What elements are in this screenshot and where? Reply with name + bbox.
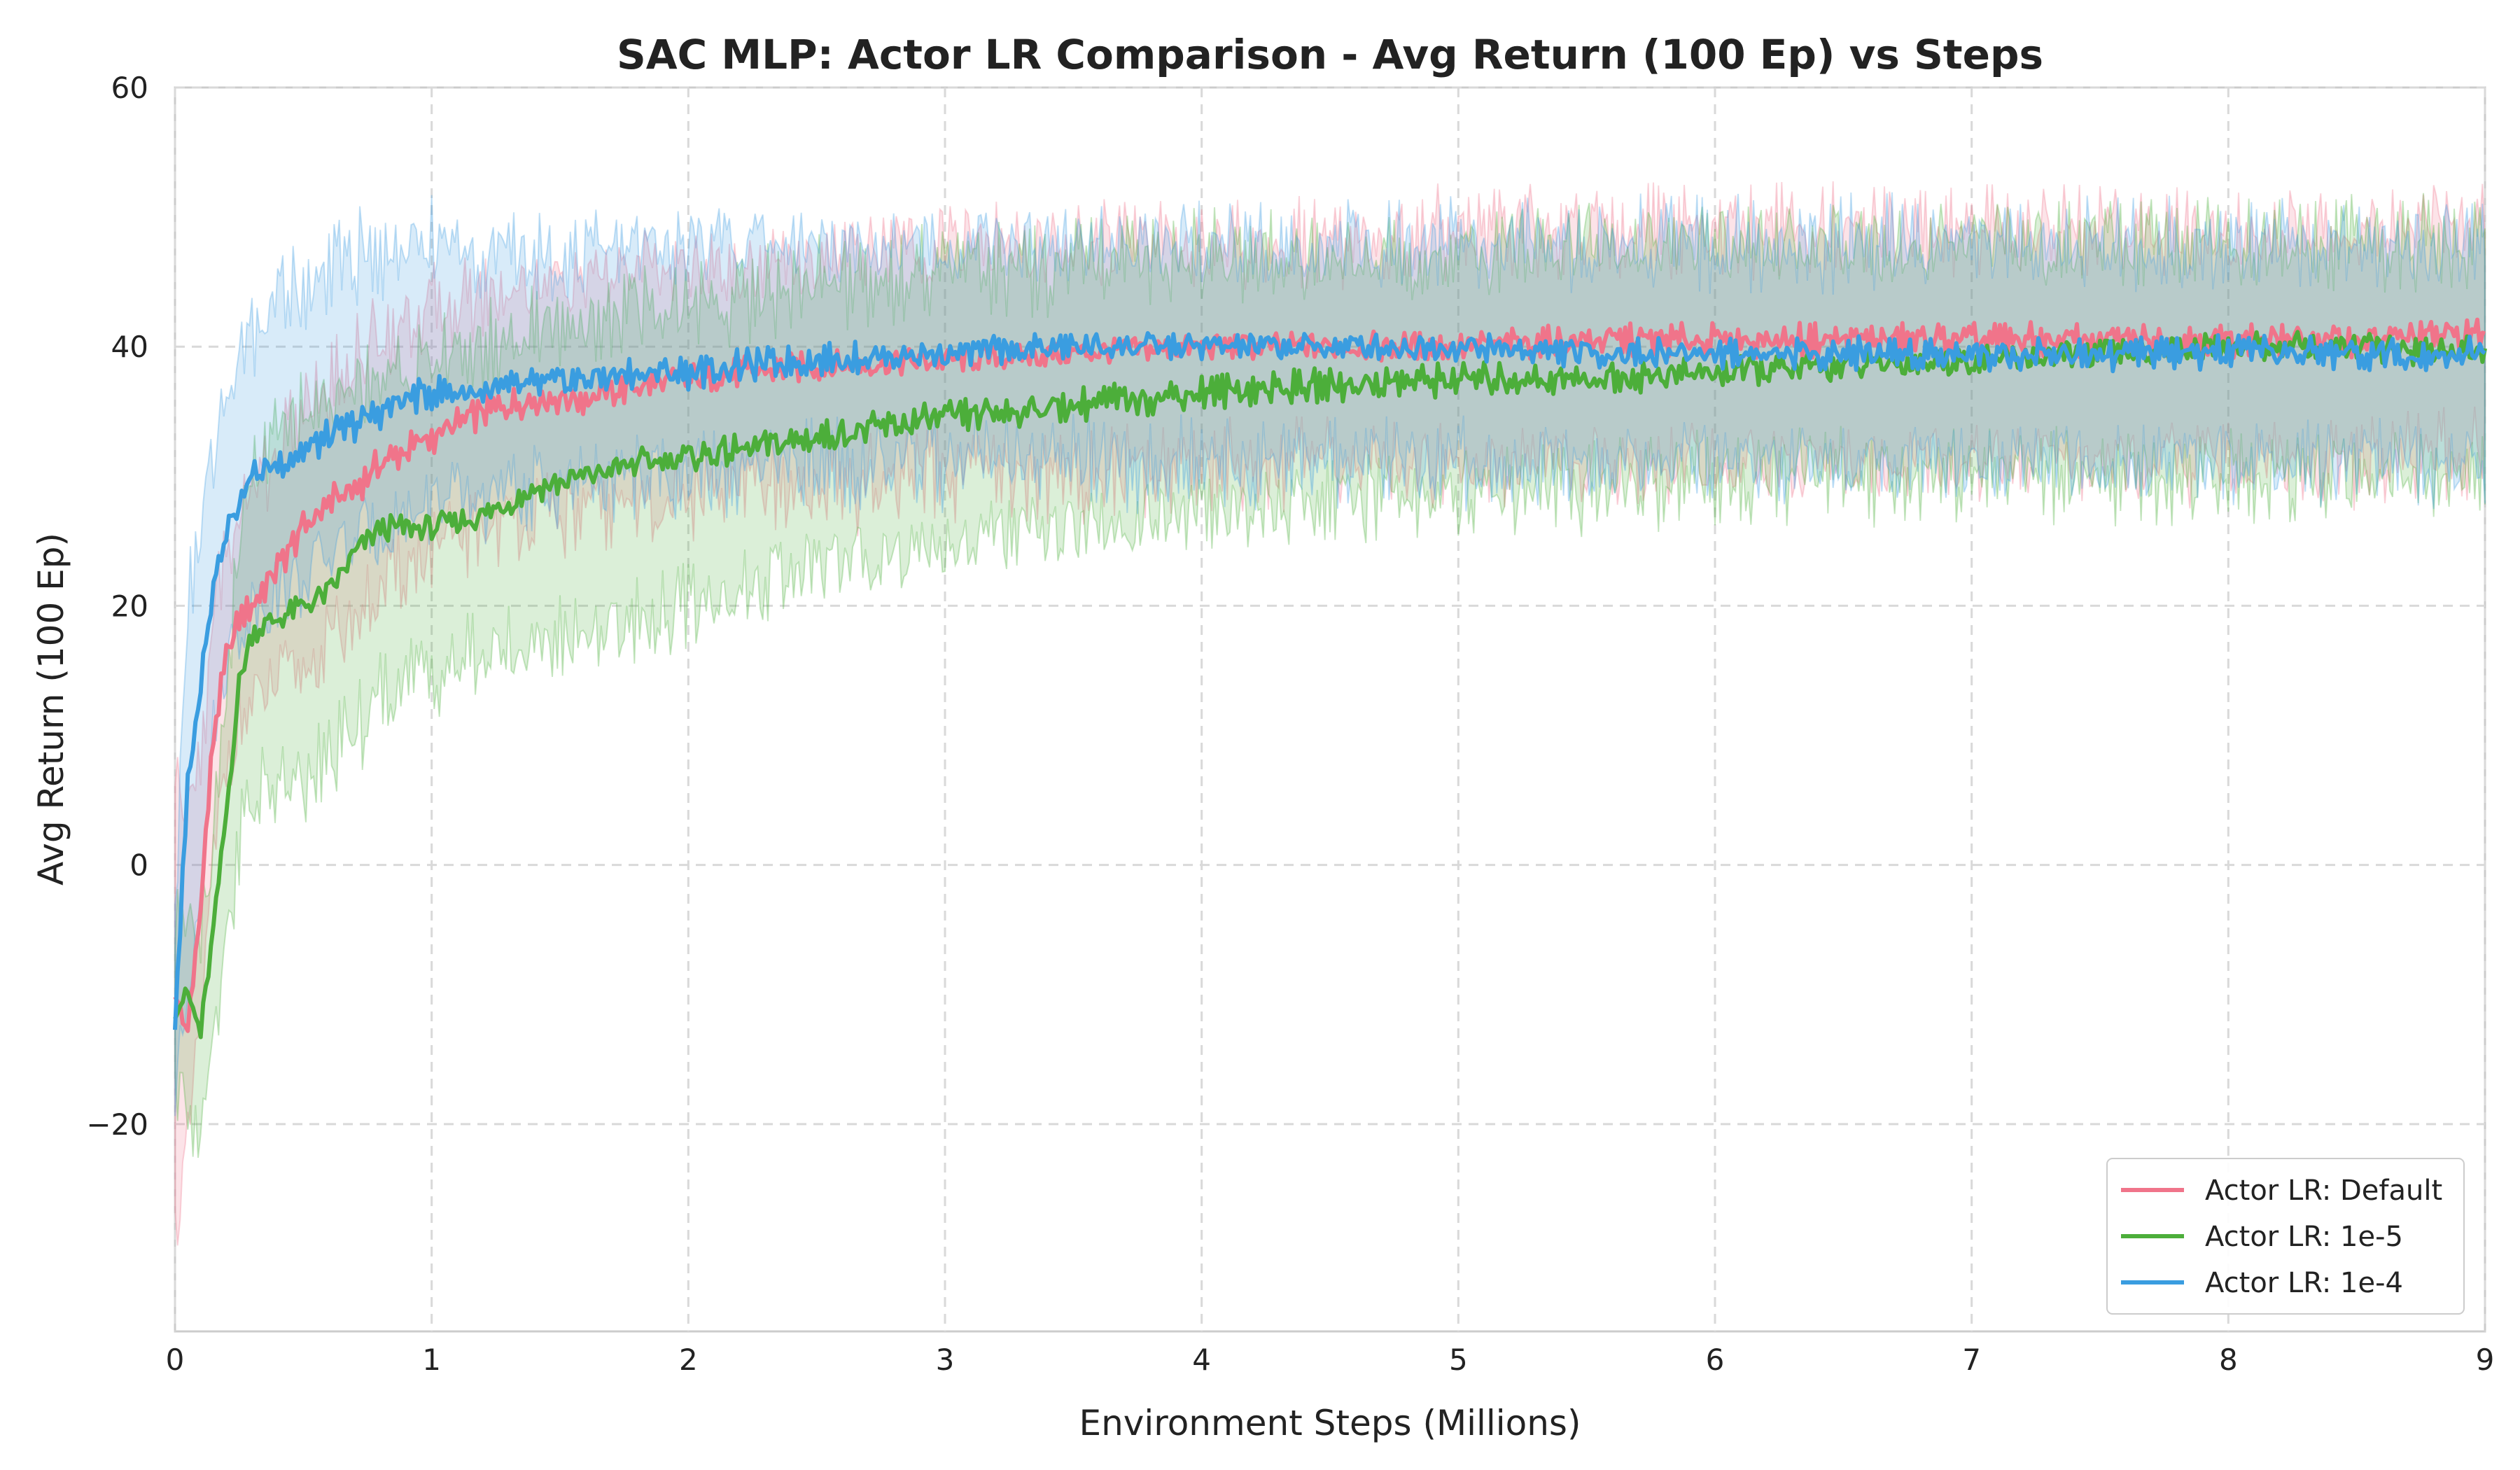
confidence-band-2 — [174, 192, 2486, 1116]
y-axis-label: Avg Return (100 Ep) — [31, 533, 71, 886]
legend-label-default: Actor LR: Default — [2205, 1175, 2442, 1207]
confidence-band-1 — [174, 192, 2486, 1158]
grid-layer — [174, 86, 2486, 1331]
x-tick-label: 4 — [1192, 1343, 1211, 1377]
x-tick-label: 5 — [1449, 1343, 1468, 1377]
series-line-1 — [173, 330, 2487, 1040]
y-tick-label: 60 — [111, 71, 148, 105]
y-tick-label: 40 — [111, 330, 148, 364]
series-line-0 — [173, 317, 2486, 1033]
x-tick-label: 0 — [166, 1343, 185, 1377]
y-tick-label: −20 — [86, 1107, 148, 1142]
x-tick-label: 7 — [1962, 1343, 1981, 1377]
legend-label-1e-5: Actor LR: 1e-5 — [2205, 1221, 2403, 1253]
x-tick-label: 8 — [2219, 1343, 2238, 1377]
series-lines — [173, 317, 2487, 1040]
legend-box — [2106, 1158, 2465, 1315]
x-tick-label: 6 — [1706, 1343, 1725, 1377]
tick-labels: 0 1 2 3 4 5 6 7 8 9 −20 0 20 40 60 — [86, 71, 2494, 1377]
x-tick-label: 9 — [2476, 1343, 2495, 1377]
y-tick-label: 0 — [130, 848, 148, 883]
chart-title: SAC MLP: Actor LR Comparison - Avg Retur… — [617, 31, 2043, 78]
x-axis-label: Environment Steps (Millions) — [1079, 1403, 1581, 1443]
legend: Actor LR: Default Actor LR: 1e-5 Actor L… — [2106, 1158, 2465, 1315]
legend-label-1e-4: Actor LR: 1e-4 — [2205, 1267, 2403, 1299]
x-tick-label: 1 — [422, 1343, 441, 1377]
series-line-2 — [173, 331, 2486, 1030]
x-tick-label: 2 — [679, 1343, 698, 1377]
x-tick-label: 3 — [936, 1343, 955, 1377]
y-tick-label: 20 — [111, 589, 148, 623]
